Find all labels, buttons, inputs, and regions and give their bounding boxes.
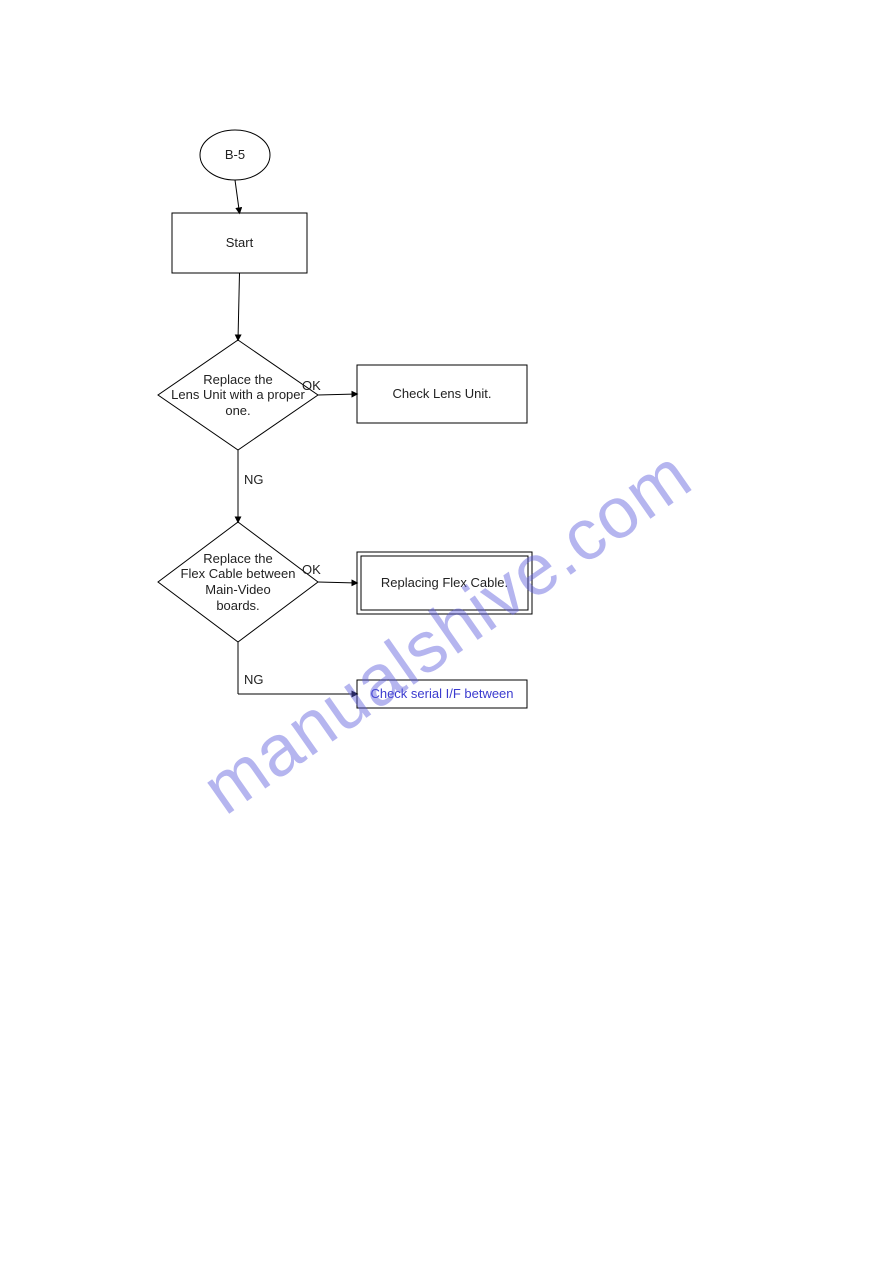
flowchart-svg <box>0 0 893 1263</box>
diagram-canvas: B-5 Start Replace the Lens Unit with a p… <box>0 0 893 1263</box>
